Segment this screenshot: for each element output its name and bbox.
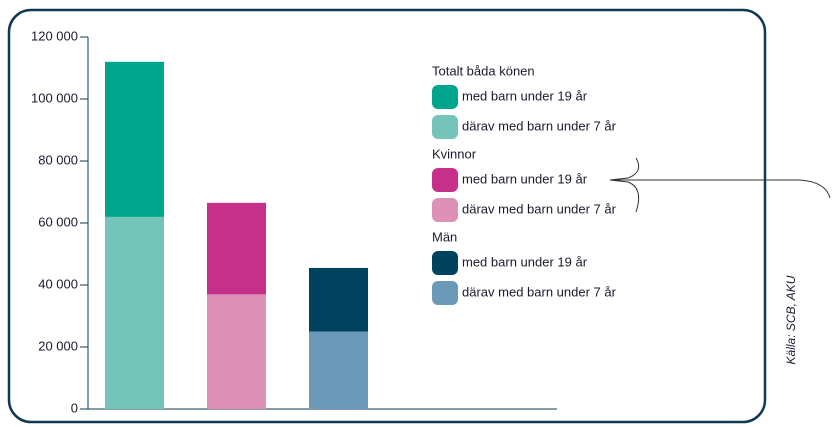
legend-label: därav med barn under 7 år [462, 284, 617, 299]
legend-label: därav med barn under 7 år [462, 201, 617, 216]
legend-label: med barn under 19 år [462, 171, 588, 186]
legend-heading: Totalt båda könen [432, 63, 535, 78]
y-tick-label: 60 000 [38, 214, 78, 229]
legend-swatch [432, 251, 458, 275]
legend-swatch [432, 85, 458, 109]
bar [207, 294, 266, 409]
bar [309, 331, 368, 409]
legend-heading: Män [432, 229, 457, 244]
legend-heading: Kvinnor [432, 146, 477, 161]
source: Källa: SCB, AKU [784, 275, 798, 364]
legend-swatch [432, 198, 458, 222]
legend-swatch [432, 115, 458, 139]
legend-label: med barn under 19 år [462, 88, 588, 103]
legend-label: med barn under 19 år [462, 254, 588, 269]
y-tick-label: 120 000 [31, 28, 78, 43]
frame [7, 8, 767, 424]
y-tick-label: 20 000 [38, 338, 78, 353]
y-tick-label: 80 000 [38, 152, 78, 167]
bracket [609, 157, 640, 213]
y-tick-label: 100 000 [31, 90, 78, 105]
y-tick-label: 0 [71, 400, 78, 415]
legend-label: därav med barn under 7 år [462, 118, 617, 133]
bar [105, 216, 164, 409]
y-tick-label: 40 000 [38, 276, 78, 291]
arrow [612, 179, 831, 199]
legend-swatch [432, 281, 458, 305]
legend-swatch [432, 168, 458, 192]
